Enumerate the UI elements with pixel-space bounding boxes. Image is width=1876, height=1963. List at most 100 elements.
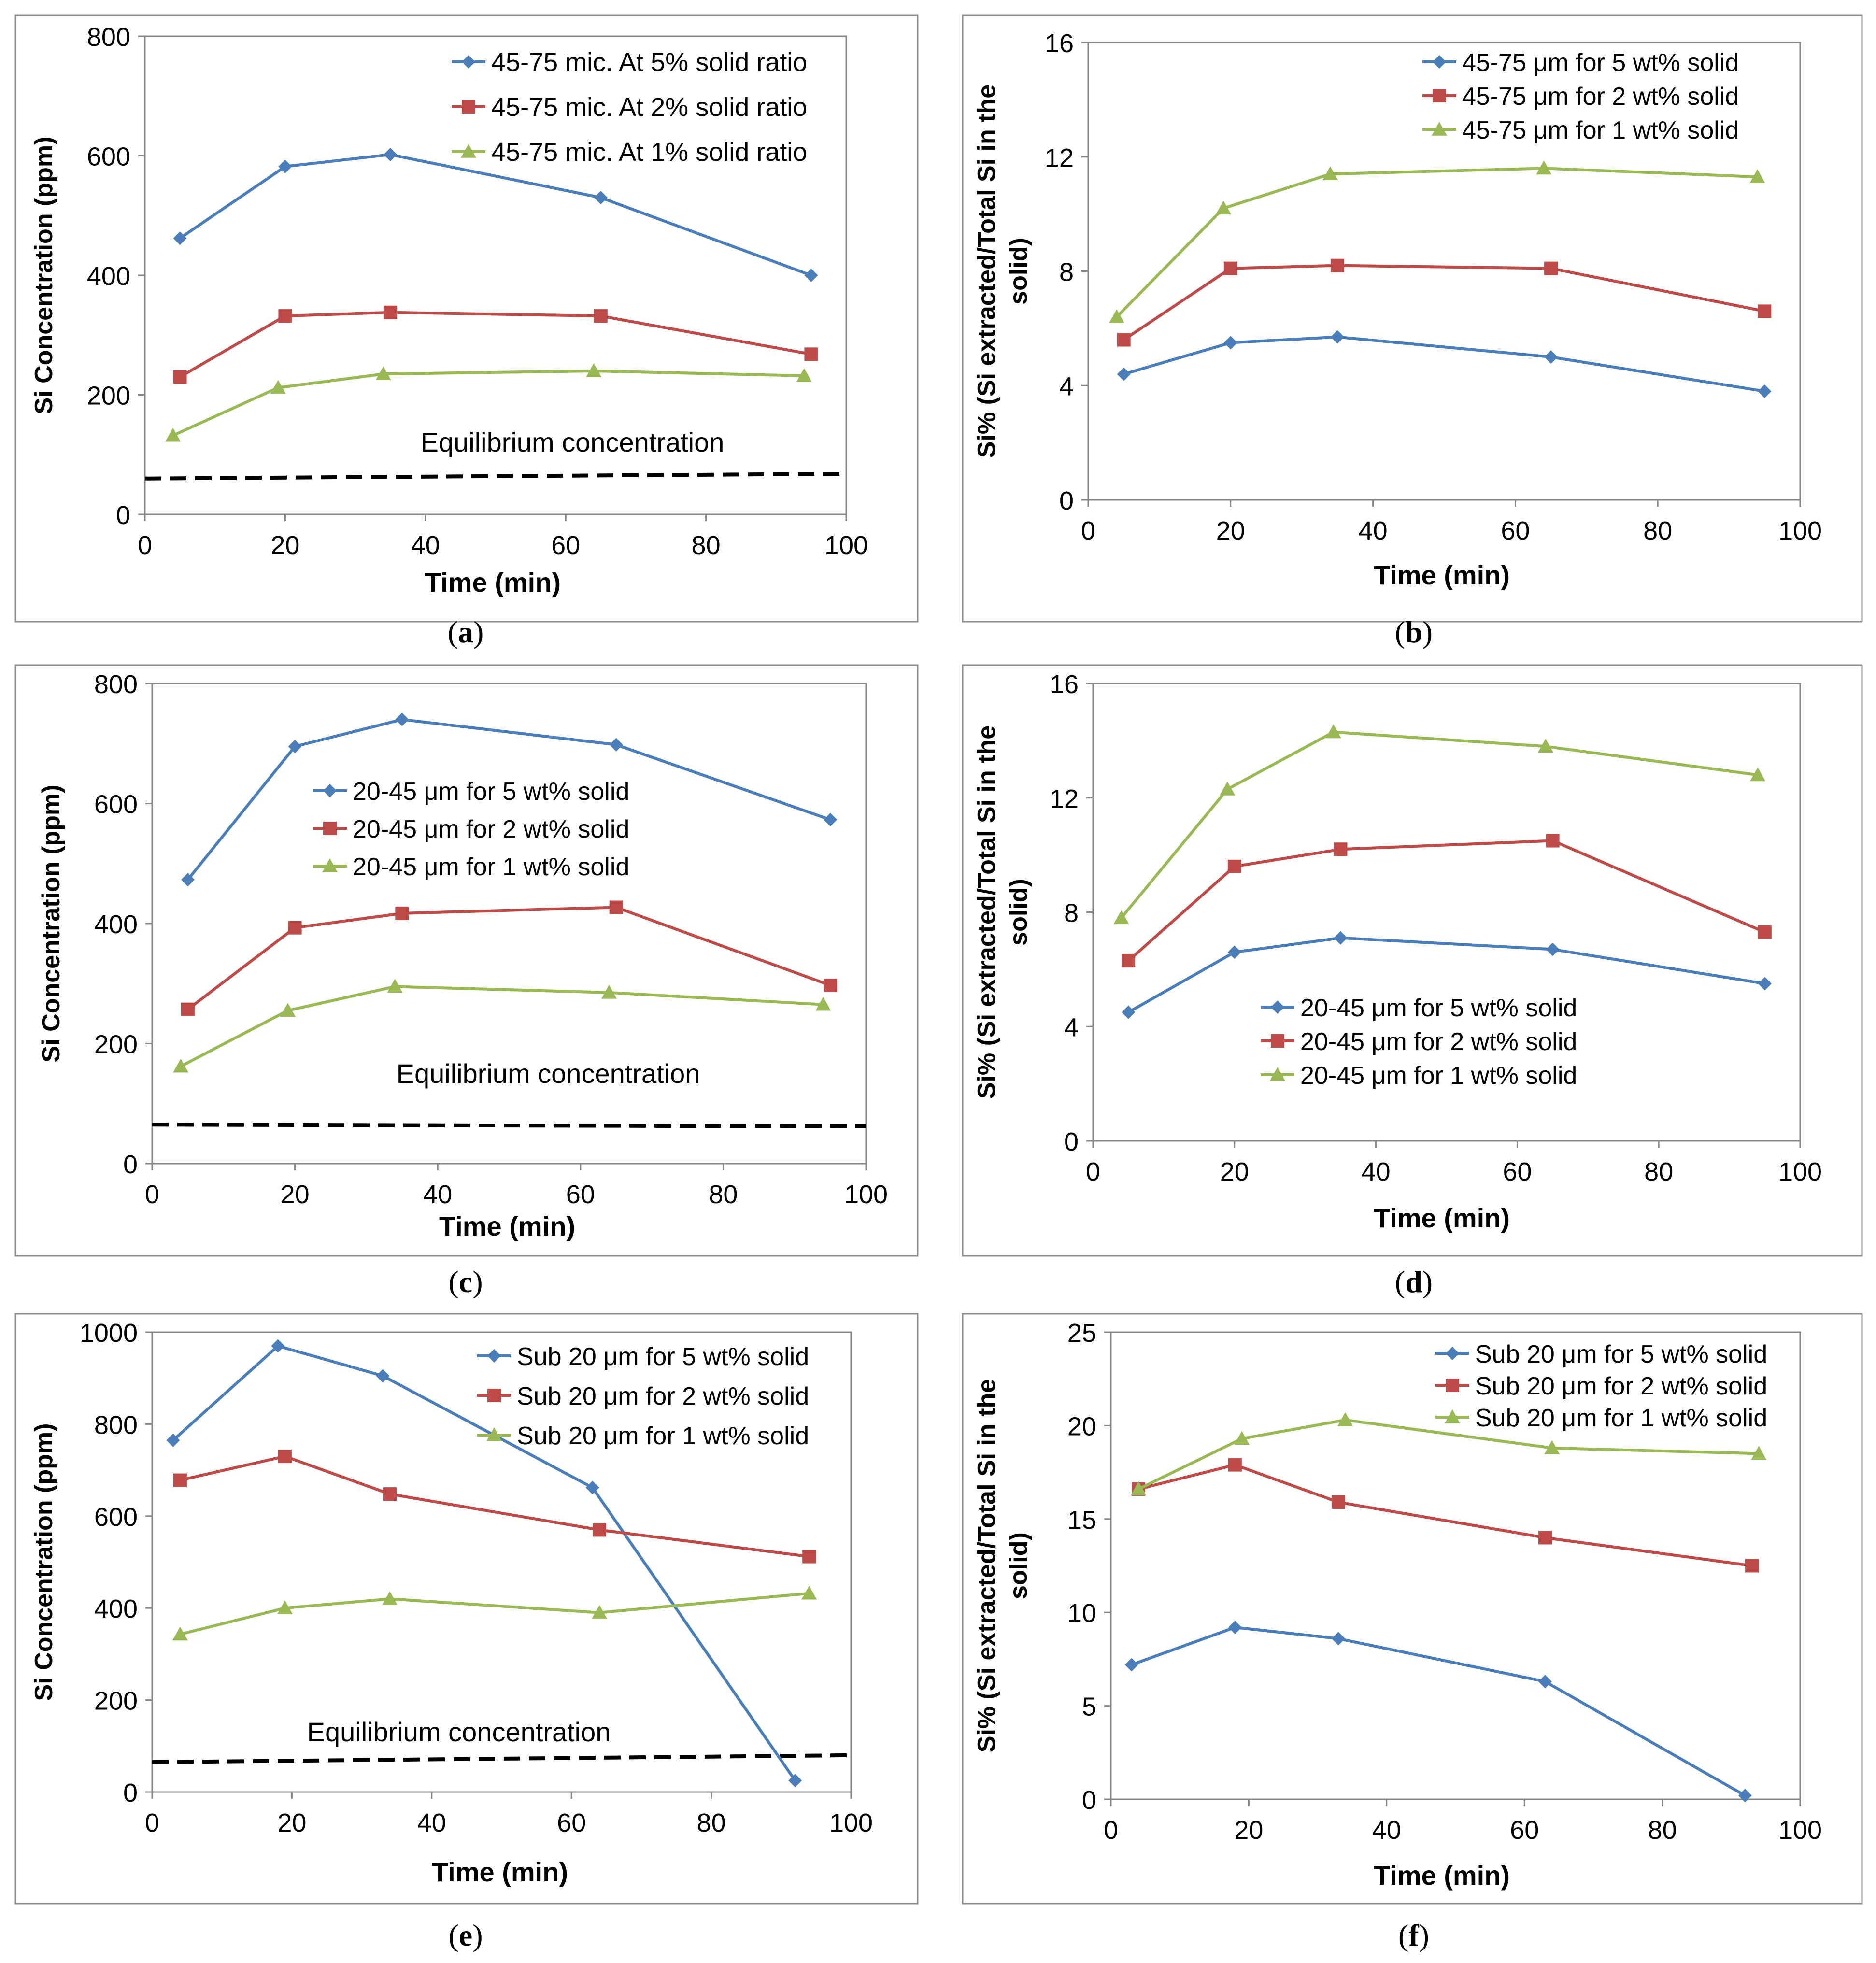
data-point — [166, 1433, 180, 1447]
x-tick-label: 80 — [709, 1180, 738, 1209]
y-tick-label: 4 — [1059, 372, 1074, 401]
y-axis-label: Si% (Si extracted/Total Si in the solid) — [973, 1379, 1033, 1752]
data-point — [1334, 931, 1348, 945]
data-point — [1538, 1531, 1552, 1545]
data-point — [815, 996, 831, 1011]
series-green — [1131, 1412, 1767, 1495]
series-green — [1113, 724, 1766, 925]
data-point — [1337, 1412, 1353, 1426]
data-point — [384, 305, 398, 319]
data-point — [280, 1003, 296, 1017]
data-point — [1749, 169, 1765, 183]
caption-f-letter: f — [1408, 1918, 1419, 1952]
legend-label: 45-75 mic. At 1% solid ratio — [491, 138, 807, 167]
caption-e: (e) — [448, 1918, 483, 1952]
series-blue — [1124, 1621, 1752, 1803]
legend-item: 45-75 μm for 1 wt% solid — [1422, 116, 1739, 144]
legend-swatch-marker — [323, 822, 337, 835]
data-point — [1131, 1481, 1147, 1495]
x-tick-label: 0 — [1086, 1157, 1100, 1186]
series-green — [165, 363, 812, 442]
y-tick-label: 0 — [1082, 1786, 1096, 1815]
legend-label: 45-75 μm for 1 wt% solid — [1462, 116, 1739, 144]
data-point — [594, 191, 608, 205]
y-tick-label: 0 — [123, 1150, 138, 1179]
x-axis-label: Time (min) — [1374, 1203, 1510, 1233]
data-point — [1758, 977, 1772, 991]
equilibrium-label: Equilibrium concentration — [307, 1717, 611, 1747]
y-tick-label: 400 — [87, 262, 130, 291]
series-blue — [1117, 330, 1772, 398]
data-point — [824, 813, 838, 827]
x-tick-label: 100 — [844, 1180, 888, 1209]
legend-label: 20-45 μm for 2 wt% solid — [353, 815, 629, 843]
x-tick-label: 60 — [557, 1808, 586, 1837]
equilibrium-line — [152, 1753, 852, 1764]
data-point — [288, 921, 302, 935]
data-point — [1745, 1559, 1759, 1573]
legend-item: Sub 20 μm for 2 wt% solid — [477, 1382, 809, 1410]
data-point — [173, 1058, 189, 1073]
legend-swatch-marker — [487, 1349, 501, 1363]
data-point — [1223, 336, 1237, 350]
data-point — [383, 1487, 397, 1501]
data-point — [1330, 330, 1344, 344]
legend-label: 45-75 mic. At 2% solid ratio — [491, 93, 807, 122]
chart-e: 0 200 400 600 800 1000 0 20 40 60 80 100 Time (min) S… — [14, 1313, 919, 1905]
y-tick-label: 200 — [87, 382, 130, 411]
data-point — [1223, 261, 1237, 275]
x-tick-label: 0 — [1104, 1816, 1118, 1845]
x-tick-label: 80 — [697, 1808, 726, 1837]
x-tick-label: 60 — [1510, 1816, 1539, 1845]
data-point — [1758, 304, 1772, 318]
caption-e-letter: e — [458, 1918, 473, 1952]
y-axis-label-line-2: solid) — [1005, 1532, 1033, 1599]
x-tick-label: 60 — [1501, 516, 1530, 545]
legend-label: Sub 20 μm for 1 wt% solid — [517, 1422, 809, 1450]
series-red — [1122, 834, 1772, 968]
series-blue — [166, 1339, 802, 1788]
legend-label: 20-45 μm for 2 wt% solid — [1300, 1028, 1577, 1056]
data-point — [165, 427, 181, 442]
legend-item: 45-75 mic. At 1% solid ratio — [452, 138, 807, 167]
data-point — [395, 906, 409, 920]
legend-label: 20-45 μm for 5 wt% solid — [353, 778, 629, 806]
data-point — [1227, 859, 1241, 873]
data-point — [788, 1774, 802, 1788]
caption-f: (f) — [1398, 1918, 1429, 1952]
legend-label: 45-75 μm for 2 wt% solid — [1462, 83, 1739, 111]
x-tick-label: 60 — [1503, 1157, 1532, 1186]
legend-item: 45-75 mic. At 2% solid ratio — [452, 93, 807, 122]
caption-a-letter: a — [458, 615, 473, 649]
data-point — [804, 269, 818, 282]
data-point — [1216, 200, 1232, 215]
x-axis-label: Time (min) — [439, 1211, 575, 1241]
data-point — [376, 1369, 390, 1383]
x-tick-label: 80 — [1648, 1816, 1677, 1845]
legend-swatch-marker — [1432, 122, 1447, 136]
data-point — [172, 1626, 188, 1641]
data-point — [278, 309, 292, 323]
x-tick-label: 40 — [423, 1180, 452, 1209]
legend-label: 45-75 μm for 5 wt% solid — [1462, 49, 1739, 77]
data-point — [1758, 384, 1772, 398]
series-red — [1117, 258, 1772, 347]
data-point — [1331, 1495, 1345, 1509]
legend-label: Sub 20 μm for 5 wt% solid — [1475, 1340, 1767, 1368]
legend-label: Sub 20 μm for 2 wt% solid — [517, 1382, 809, 1410]
x-tick-label: 60 — [551, 531, 580, 560]
y-tick-label: 10 — [1067, 1599, 1096, 1628]
plot-area — [1110, 1331, 1801, 1800]
data-point — [278, 159, 292, 173]
x-axis-label: Time (min) — [1374, 1860, 1510, 1891]
y-tick-label: 600 — [87, 142, 130, 171]
legend-item: 20-45 μm for 5 wt% solid — [313, 778, 629, 806]
y-tick-label: 5 — [1082, 1693, 1096, 1721]
x-tick-label: 100 — [829, 1808, 873, 1837]
equilibrium-label: Equilibrium concentration — [421, 427, 725, 457]
x-tick-label: 20 — [277, 1808, 306, 1837]
data-point — [173, 231, 187, 245]
legend-swatch-marker — [1446, 1347, 1459, 1360]
legend-item: 45-75 μm for 5 wt% solid — [1422, 49, 1739, 77]
data-point — [1538, 1675, 1552, 1689]
